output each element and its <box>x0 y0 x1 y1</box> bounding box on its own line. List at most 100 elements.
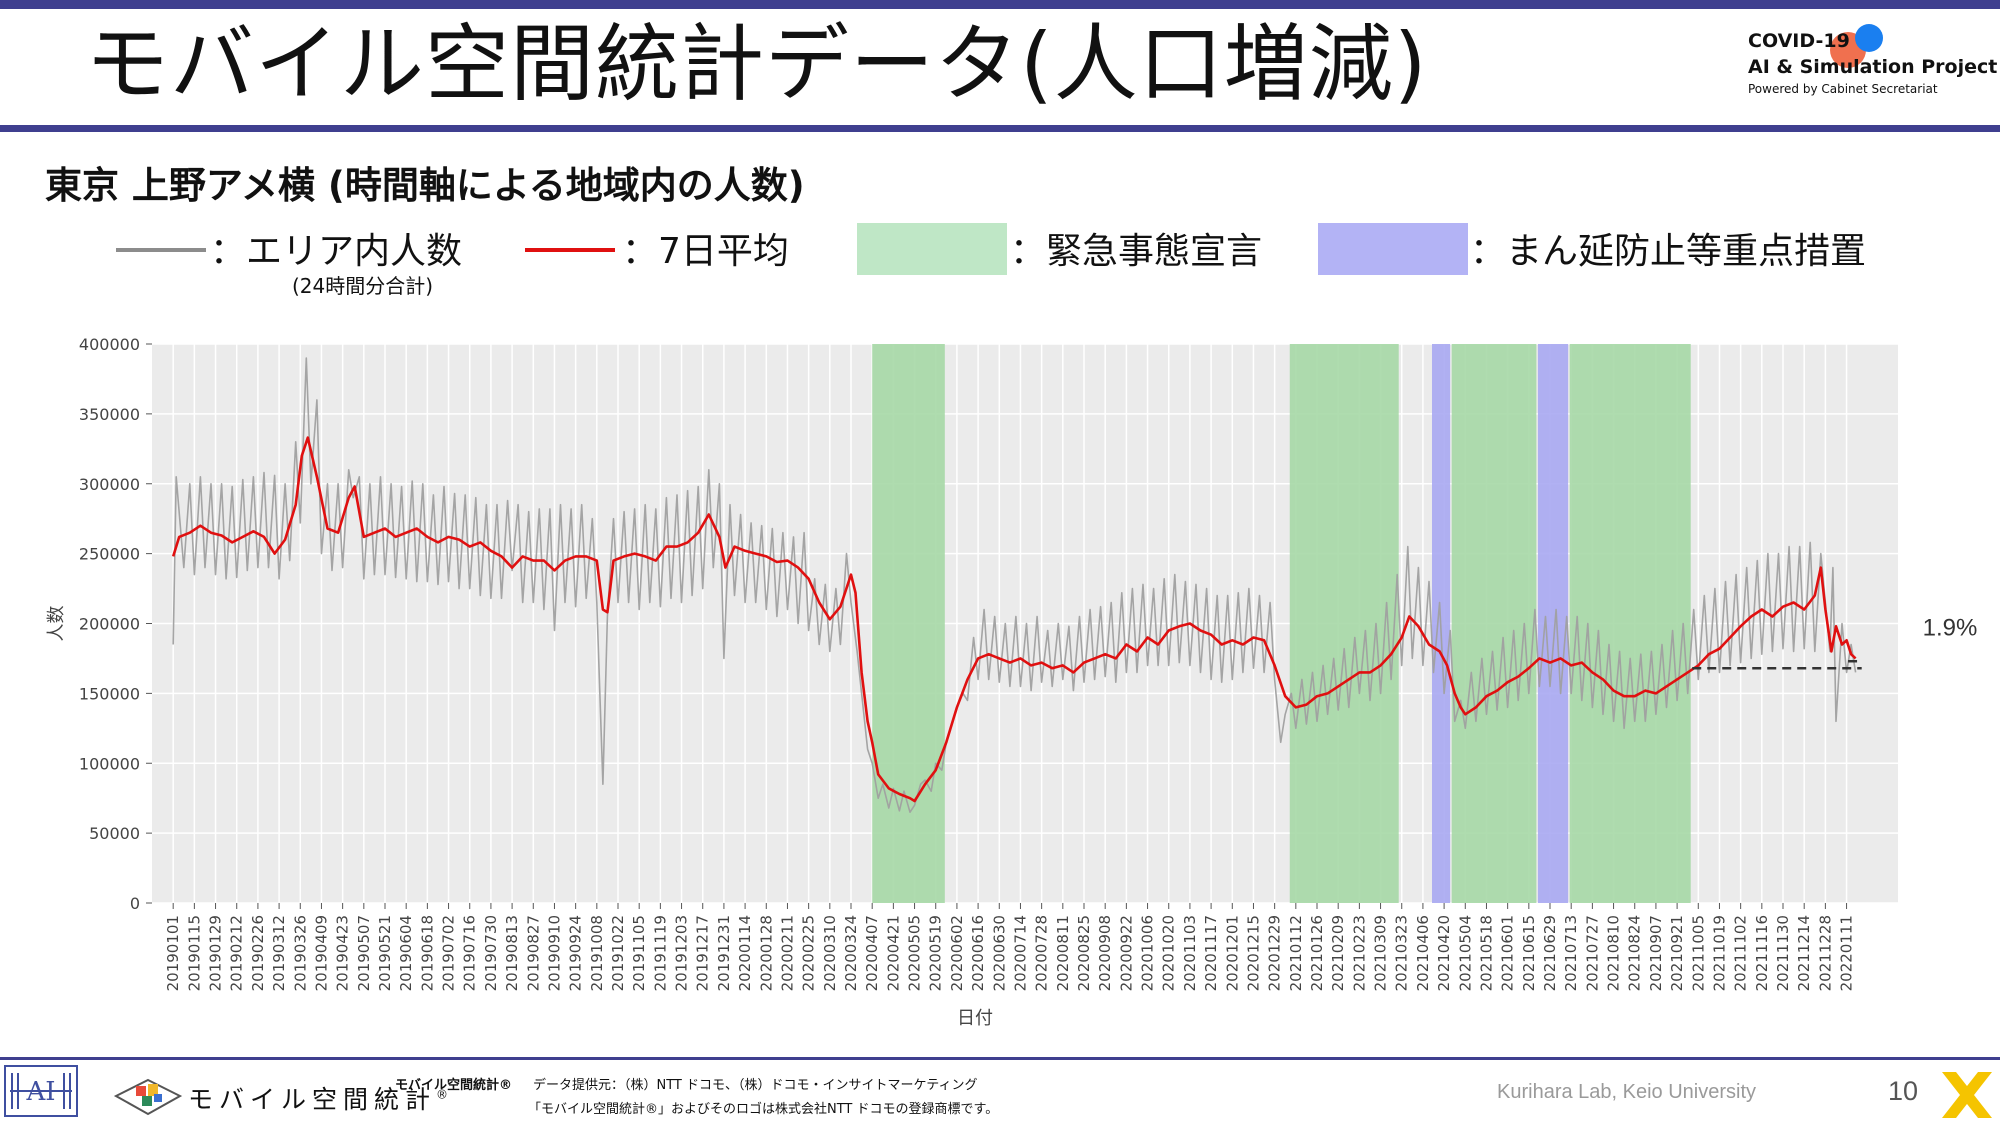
x-tick-label: 20210713 <box>1562 915 1580 991</box>
change-percent-annotation: 1.9% <box>1923 614 1978 641</box>
project-logo-line3: Powered by Cabinet Secretariat <box>1748 82 1938 96</box>
x-tick-label: 20200114 <box>736 915 754 991</box>
x-tick-label: 20200407 <box>863 915 881 991</box>
footer-brand-text: モバイル空間統計 <box>188 1085 437 1114</box>
y-tick-label: 200000 <box>79 615 140 634</box>
x-tick-label: 20200211 <box>778 915 796 991</box>
x-tick-label: 20201215 <box>1244 915 1262 991</box>
x-tick-label: 20190101 <box>164 915 182 991</box>
project-logo-line2: AI & Simulation Project <box>1748 56 1998 78</box>
x-tick-label: 20200616 <box>969 915 987 991</box>
x-tick-label: 20201117 <box>1202 915 1220 991</box>
avg-series-line <box>171 436 1857 803</box>
y-tick-label: 300000 <box>79 475 140 494</box>
x-tick-label: 20220111 <box>1838 915 1856 991</box>
x-tick-label: 20190507 <box>355 915 373 991</box>
footer-brand-mark: ® <box>436 1087 449 1102</box>
x-tick-label: 20190910 <box>545 915 563 991</box>
x-tick-label: 20210727 <box>1583 915 1601 991</box>
legend-area-swatch <box>116 248 206 252</box>
x-tick-label: 20190924 <box>567 915 585 991</box>
x-tick-label: 20210223 <box>1350 915 1368 991</box>
x-tick-label: 20210504 <box>1456 915 1474 991</box>
x-tick-label: 20211116 <box>1753 915 1771 991</box>
footer-data-provider: データ提供元：（株）NTT ドコモ、（株）ドコモ・インサイトマーケティング <box>533 1078 978 1093</box>
page-number: 10 <box>1888 1076 1919 1106</box>
x-tick-label: 20210921 <box>1668 915 1686 991</box>
lab-logo: AI <box>4 1065 78 1117</box>
x-tick-label: 20190226 <box>249 915 267 991</box>
legend-avg-label: ：7日平均 <box>622 231 789 272</box>
emergency-period-band <box>1451 344 1537 903</box>
x-tick-label: 20211019 <box>1710 915 1728 991</box>
y-axis-title: 人数 <box>46 606 67 642</box>
footer-lab-credit: Kurihara Lab, Keio University <box>1497 1081 1757 1103</box>
x-tick-label: 20210309 <box>1372 915 1390 991</box>
legend-emergency-label: ：緊急事態宣言 <box>1010 231 1263 272</box>
legend-manen-swatch <box>1318 223 1468 275</box>
x-tick-label: 20200421 <box>884 915 902 991</box>
x-tick-label: 20190813 <box>503 915 521 991</box>
x-tick-label: 20201020 <box>1160 915 1178 991</box>
x-tick-label: 20190702 <box>440 915 458 991</box>
x-tick-label: 20200128 <box>757 915 775 991</box>
legend-emergency-swatch <box>857 223 1007 275</box>
x-tick-label: 20190521 <box>376 915 394 991</box>
x-tick-label: 20210601 <box>1499 915 1517 991</box>
y-tick-label: 350000 <box>79 405 140 424</box>
x-tick-label: 20201006 <box>1139 915 1157 991</box>
x-tick-label: 20200714 <box>1011 915 1029 991</box>
x-axis-title: 日付 <box>957 1008 993 1029</box>
emergency-period-band <box>872 344 945 903</box>
x-tick-label: 20210112 <box>1287 915 1305 991</box>
x-tick-label: 20191022 <box>609 915 627 991</box>
x-tick-label: 20210518 <box>1477 915 1495 991</box>
project-logo: COVID-19 AI & Simulation Project Powered… <box>1748 28 1998 98</box>
x-tick-label: 20190115 <box>185 915 203 991</box>
x-tick-label: 20191231 <box>715 915 733 991</box>
y-tick-label: 50000 <box>89 824 140 843</box>
x-tick-label: 20200310 <box>821 915 839 991</box>
x-tick-label: 20190730 <box>482 915 500 991</box>
footer-divider <box>0 1057 2000 1060</box>
x-tick-label: 20190312 <box>270 915 288 991</box>
x-tick-label: 20190827 <box>524 915 542 991</box>
x-tick-label: 20201201 <box>1223 915 1241 991</box>
y-tick-label: 0 <box>130 894 140 913</box>
x-tick-label: 20210420 <box>1435 915 1453 991</box>
x-tick-label: 20190409 <box>312 915 330 991</box>
footer-brand: モバイル空間統計® <box>188 1080 448 1116</box>
x-tick-label: 20210406 <box>1414 915 1432 991</box>
x-tick-label: 20201229 <box>1266 915 1284 991</box>
x-tick-label: 20211102 <box>1732 915 1750 991</box>
x-tick-label: 20200225 <box>800 915 818 991</box>
x-logo-icon <box>1942 1072 1992 1118</box>
manen-period-band <box>1537 344 1569 903</box>
x-tick-label: 20201103 <box>1181 915 1199 991</box>
title-divider <box>0 125 2000 132</box>
x-tick-label: 20211228 <box>1816 915 1834 991</box>
x-tick-label: 20211214 <box>1795 915 1813 991</box>
x-tick-label: 20200811 <box>1054 915 1072 991</box>
population-chart: 0 50000 100000 150000 200000 250000 300000 3500… <box>46 335 1978 1029</box>
emergency-period-band <box>1289 344 1399 903</box>
x-tick-label: 20210629 <box>1541 915 1559 991</box>
x-tick-label: 20200728 <box>1033 915 1051 991</box>
x-tick-label: 20190604 <box>397 915 415 991</box>
x-tick-label: 20200630 <box>990 915 1008 991</box>
legend-area-label: ：エリア内人数 <box>210 231 463 272</box>
x-tick-label: 20210810 <box>1605 915 1623 991</box>
footer-trademark-note: 「モバイル空間統計®」およびそのロゴは株式会社NTT ドコモの登録商標です。 <box>528 1102 999 1117</box>
x-tick-label: 20191105 <box>630 915 648 991</box>
x-tick-label: 20200505 <box>906 915 924 991</box>
lab-logo-text: AI <box>25 1077 55 1107</box>
project-logo-blue-dot <box>1855 24 1883 52</box>
project-logo-line1: COVID-19 <box>1748 30 1850 52</box>
lab-logo-icon: AI <box>10 1073 72 1109</box>
x-tick-label: 20190212 <box>228 915 246 991</box>
mobile-stats-cube-icon <box>113 1078 183 1116</box>
x-tick-label: 20190326 <box>291 915 309 991</box>
x-tick-label: 20210907 <box>1647 915 1665 991</box>
x-tick-label: 20210323 <box>1393 915 1411 991</box>
x-tick-label: 20210209 <box>1329 915 1347 991</box>
